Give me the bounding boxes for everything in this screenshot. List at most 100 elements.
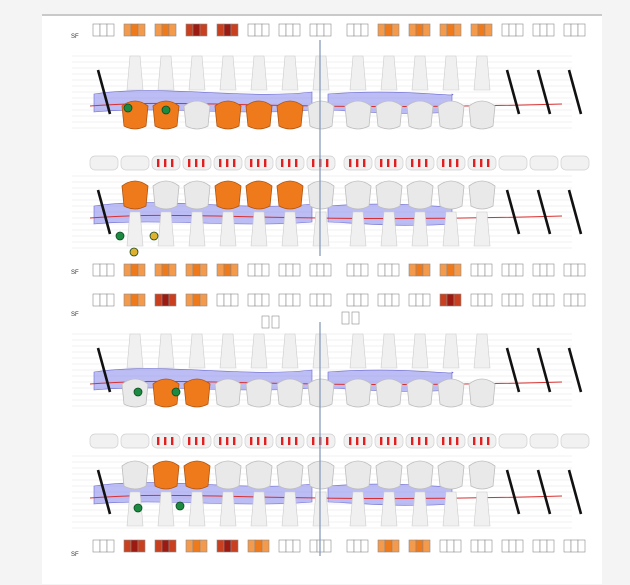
sf-box — [254, 539, 263, 553]
sf-box — [532, 263, 541, 277]
pocket-depth-mark — [349, 437, 352, 445]
sf-box — [285, 293, 294, 307]
sf-box — [185, 293, 194, 307]
sf-label-bottom: SF — [71, 552, 79, 558]
tooth-root — [157, 55, 175, 91]
sf-box — [285, 263, 294, 277]
pocket-depth-mark — [442, 159, 445, 167]
missing-tooth-icon — [505, 69, 521, 115]
sf-box — [192, 23, 201, 37]
sf-box — [161, 263, 170, 277]
pocket-depth-mark — [387, 159, 390, 167]
pocket-depth-mark — [442, 437, 445, 445]
sf-box — [161, 23, 170, 37]
sf-box — [539, 263, 548, 277]
sf-box — [99, 263, 108, 277]
tooth-root — [188, 333, 206, 369]
filling-icon — [152, 378, 180, 408]
missing-tooth-icon — [536, 469, 552, 515]
pocket-depth-mark — [195, 437, 198, 445]
pocket-box — [560, 433, 590, 449]
sf-box — [123, 23, 132, 37]
filling-icon — [183, 378, 211, 408]
tooth-root — [411, 211, 429, 247]
sf-box — [199, 263, 208, 277]
implant-marker-icon — [149, 231, 159, 241]
sf-box — [532, 539, 541, 553]
missing-tooth-icon — [505, 469, 521, 515]
tooth-root — [281, 333, 299, 369]
tooth-root — [219, 55, 237, 91]
sf-box — [247, 23, 256, 37]
pocket-depth-mark — [356, 437, 359, 445]
pocket-depth-mark — [456, 159, 459, 167]
tooth-icon — [307, 378, 335, 408]
sf-box — [353, 263, 362, 277]
sf-box — [230, 293, 239, 307]
sf-box — [247, 263, 256, 277]
tooth-icon — [468, 100, 496, 130]
filling-icon — [152, 100, 180, 130]
sf-box — [353, 539, 362, 553]
sf-box — [254, 23, 263, 37]
sf-box — [278, 263, 287, 277]
tooth-icon — [468, 460, 496, 490]
tooth-root — [312, 333, 330, 369]
pocket-depth-mark — [456, 437, 459, 445]
sf-box — [577, 293, 586, 307]
tooth-icon — [307, 100, 335, 130]
tooth-root — [380, 333, 398, 369]
sf-box — [508, 263, 517, 277]
sf-box — [192, 539, 201, 553]
sf-box — [230, 23, 239, 37]
pocket-depth-mark — [312, 437, 315, 445]
sf-box — [391, 263, 400, 277]
sf-box — [137, 23, 146, 37]
filling-icon — [276, 180, 304, 210]
pocket-depth-mark — [202, 159, 205, 167]
sf-box — [323, 293, 332, 307]
pocket-depth-mark — [171, 437, 174, 445]
sf-box — [199, 539, 208, 553]
bone-loss-marker-icon — [161, 105, 171, 115]
sf-box — [353, 293, 362, 307]
sf-box — [123, 539, 132, 553]
sf-box — [563, 23, 572, 37]
sf-box — [99, 293, 108, 307]
pocket-box — [560, 155, 590, 171]
sf-box — [223, 23, 232, 37]
pocket-depth-mark — [202, 437, 205, 445]
tooth-icon — [152, 180, 180, 210]
pocket-depth-mark — [295, 159, 298, 167]
tooth-icon — [468, 180, 496, 210]
tooth-icon — [245, 460, 273, 490]
sf-box — [508, 293, 517, 307]
sf-box — [577, 263, 586, 277]
pocket-depth-mark — [473, 159, 476, 167]
tooth-icon — [121, 460, 149, 490]
filling-icon — [183, 460, 211, 490]
tooth-root — [188, 55, 206, 91]
sf-box — [346, 263, 355, 277]
sf-box — [261, 293, 270, 307]
tooth-root — [442, 333, 460, 369]
sf-box — [570, 539, 579, 553]
sf-box — [168, 539, 177, 553]
tooth-root — [349, 211, 367, 247]
tooth-root — [250, 333, 268, 369]
pocket-box — [89, 433, 119, 449]
sf-box — [154, 263, 163, 277]
sf-box — [408, 263, 417, 277]
sf-box — [168, 293, 177, 307]
pocket-depth-mark — [425, 159, 428, 167]
sf-box — [223, 539, 232, 553]
tooth-root — [473, 55, 491, 91]
sf-box — [323, 23, 332, 37]
missing-tooth-icon — [567, 347, 583, 393]
pocket-depth-mark — [349, 159, 352, 167]
sf-box — [384, 293, 393, 307]
sf-box — [546, 263, 555, 277]
sf-label-mid-a: SF — [71, 270, 79, 276]
sf-box — [106, 23, 115, 37]
tooth-root — [250, 491, 268, 527]
